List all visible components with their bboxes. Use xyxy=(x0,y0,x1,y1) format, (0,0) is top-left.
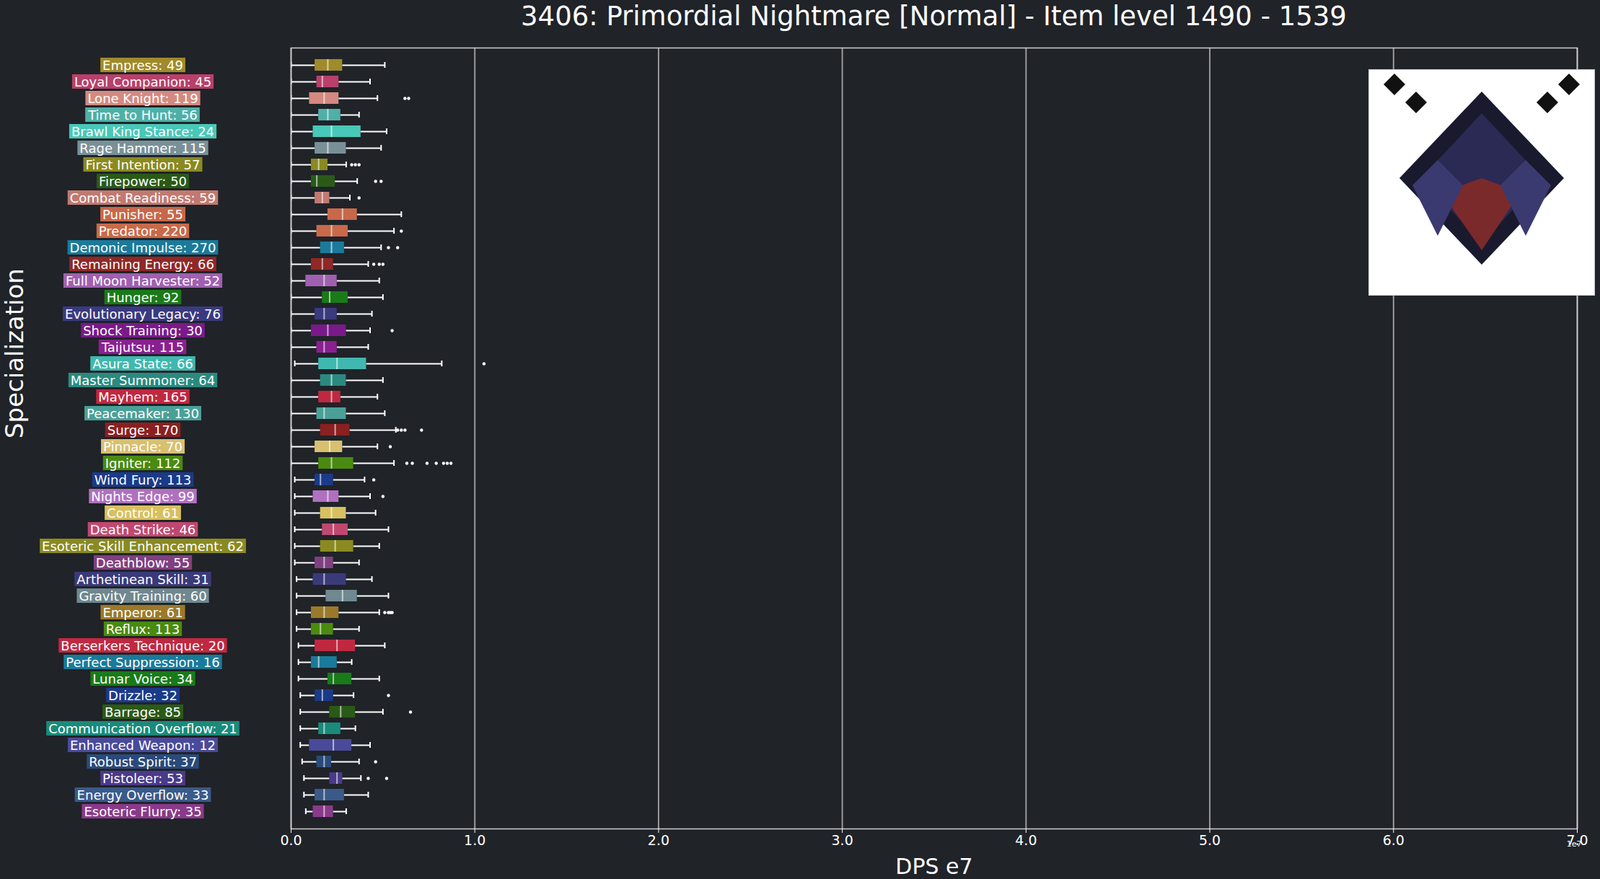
svg-text:Remaining Energy: 66: Remaining Energy: 66 xyxy=(71,256,215,272)
svg-text:Arthetinean Skill: 31: Arthetinean Skill: 31 xyxy=(76,572,210,588)
svg-text:Barrage: 85: Barrage: 85 xyxy=(104,704,182,720)
svg-text:4.0: 4.0 xyxy=(1014,832,1037,849)
svg-text:Brawl King Stance: 24: Brawl King Stance: 24 xyxy=(71,124,215,140)
svg-text:Empress: 49: Empress: 49 xyxy=(102,57,184,73)
svg-text:Nights Edge: 99: Nights Edge: 99 xyxy=(90,489,195,505)
svg-text:5.0: 5.0 xyxy=(1198,832,1221,849)
svg-text:Lunar Voice: 34: Lunar Voice: 34 xyxy=(92,671,193,687)
svg-text:0.0: 0.0 xyxy=(279,832,302,849)
svg-text:Evolutionary Legacy: 76: Evolutionary Legacy: 76 xyxy=(64,306,221,322)
svg-text:Berserkers Technique: 20: Berserkers Technique: 20 xyxy=(60,638,225,654)
svg-text:7.0: 7.0 xyxy=(1566,832,1588,849)
svg-text:Death Strike: 46: Death Strike: 46 xyxy=(90,522,197,538)
svg-text:Emperor: 61: Emperor: 61 xyxy=(102,605,183,621)
svg-text:Asura State: 66: Asura State: 66 xyxy=(92,356,194,372)
svg-text:DPS e7: DPS e7 xyxy=(895,854,973,879)
svg-text:Communication Overflow: 21: Communication Overflow: 21 xyxy=(48,721,238,737)
svg-text:1.0: 1.0 xyxy=(463,832,486,849)
svg-text:Esoteric Skill Enhancement: 62: Esoteric Skill Enhancement: 62 xyxy=(41,538,244,555)
svg-text:Time to Hunt: 56: Time to Hunt: 56 xyxy=(87,107,198,123)
svg-text:Predator: 220: Predator: 220 xyxy=(98,223,187,239)
svg-text:Igniter: 112: Igniter: 112 xyxy=(105,455,182,472)
svg-text:Pinnacle: 70: Pinnacle: 70 xyxy=(103,439,183,455)
svg-text:Control: 61: Control: 61 xyxy=(106,505,179,521)
svg-text:Full Moon Harvester: 52: Full Moon Harvester: 52 xyxy=(65,273,221,289)
svg-text:Drizzle: 32: Drizzle: 32 xyxy=(108,688,178,704)
html-text:3406: Primordial Nightmare [No: 3406: Primordial Nightmare [Normal] - It… xyxy=(520,0,1347,32)
svg-text:Specialization: Specialization xyxy=(0,268,29,439)
svg-text:3.0: 3.0 xyxy=(831,832,854,849)
svg-text:Rage Hammer: 115: Rage Hammer: 115 xyxy=(79,140,206,156)
svg-text:Taijutsu: 115: Taijutsu: 115 xyxy=(100,339,184,355)
svg-text:Pistoleer: 53: Pistoleer: 53 xyxy=(102,771,184,787)
svg-text:First Intention: 57: First Intention: 57 xyxy=(85,157,200,173)
svg-text:Master Summoner: 64: Master Summoner: 64 xyxy=(70,372,215,389)
svg-text:6.0: 6.0 xyxy=(1382,832,1405,849)
svg-text:Mayhem: 165: Mayhem: 165 xyxy=(98,389,187,405)
svg-text:Wind Fury: 113: Wind Fury: 113 xyxy=(94,472,192,488)
svg-text:2.0: 2.0 xyxy=(647,832,670,849)
svg-text:Firepower: 50: Firepower: 50 xyxy=(98,173,187,189)
svg-text:1e7: 1e7 xyxy=(1566,839,1582,850)
svg-text:Enhanced Weapon: 12: Enhanced Weapon: 12 xyxy=(69,737,216,754)
svg-text:Lone Knight: 119: Lone Knight: 119 xyxy=(87,90,198,107)
svg-text:Demonic Impulse: 270: Demonic Impulse: 270 xyxy=(69,240,217,256)
svg-text:Reflux: 113: Reflux: 113 xyxy=(106,621,180,637)
svg-text:Punisher: 55: Punisher: 55 xyxy=(102,207,184,223)
svg-text:Deathblow: 55: Deathblow: 55 xyxy=(95,555,190,571)
svg-text:Shock Training: 30: Shock Training: 30 xyxy=(82,323,203,339)
svg-text:Loyal Companion: 45: Loyal Companion: 45 xyxy=(74,74,212,90)
svg-text:Gravity Training: 60: Gravity Training: 60 xyxy=(78,588,207,604)
svg-text:Peacemaker: 130: Peacemaker: 130 xyxy=(86,406,200,422)
svg-text:Energy Overflow: 33: Energy Overflow: 33 xyxy=(77,787,210,803)
svg-text:Hunger: 92: Hunger: 92 xyxy=(106,289,180,306)
svg-text:Combat Readiness: 59: Combat Readiness: 59 xyxy=(69,190,217,206)
svg-text:Surge: 170: Surge: 170 xyxy=(107,422,179,438)
svg-text:Robust Spirit: 37: Robust Spirit: 37 xyxy=(88,754,197,770)
svg-text:Esoteric Flurry: 35: Esoteric Flurry: 35 xyxy=(83,804,202,820)
svg-text:Perfect Suppression: 16: Perfect Suppression: 16 xyxy=(65,655,220,671)
